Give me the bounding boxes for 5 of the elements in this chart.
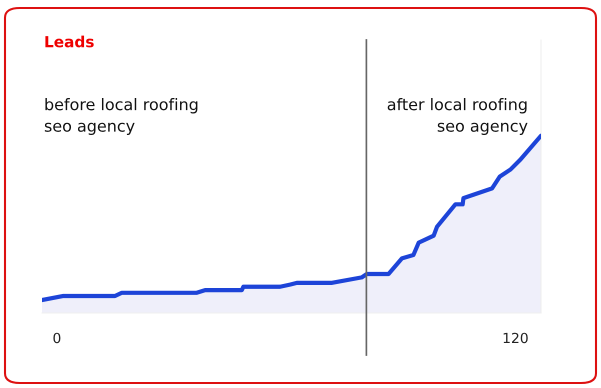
chart-title: Leads (45, 36, 94, 48)
x-tick-label: 120 (504, 332, 528, 344)
text: after local roofing seo agency (388, 98, 528, 135)
x-tick-label: 0 (53, 332, 60, 344)
text: before local roofing seo agency (44, 98, 198, 135)
